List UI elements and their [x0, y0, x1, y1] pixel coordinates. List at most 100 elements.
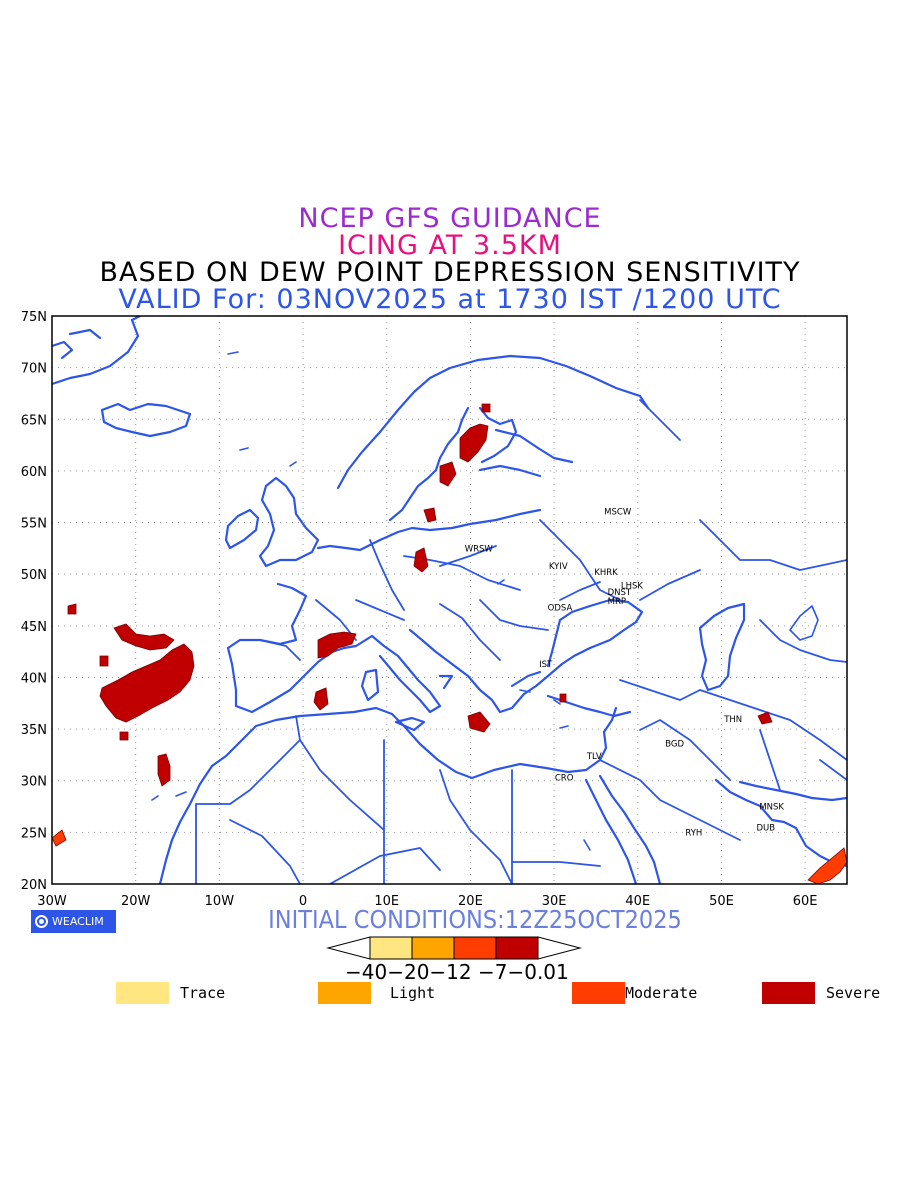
lat-tick-label: 40N — [21, 671, 47, 686]
levant-coast — [602, 706, 618, 734]
ireland-coast — [224, 508, 260, 550]
icing-severe-small-5 — [559, 693, 567, 703]
sicily-coast — [394, 716, 426, 732]
weaclim-logo-icon — [35, 915, 48, 928]
city-label-thn: THN — [723, 715, 742, 725]
lat-tick-label: 60N — [21, 465, 47, 480]
icing-severe-iran — [757, 711, 773, 725]
city-label-cro: CRO — [555, 774, 574, 784]
city-label-dnst: DNST — [608, 588, 632, 598]
sardinia-coast — [360, 668, 380, 702]
axis-labels: 30W 20W 10W 0 10E 20E 30E 40E 50E 60E 75N 70N 65N 60N… — [21, 310, 818, 909]
icing-severe-small-1 — [67, 603, 77, 615]
lat-tick-label: 35N — [21, 723, 47, 738]
country-borders — [195, 519, 741, 884]
colorbar-arrow-left — [326, 936, 371, 960]
icing-severe-small-4 — [481, 403, 491, 413]
iran-coast — [738, 780, 847, 802]
weaclim-badge: WEACLIM — [31, 910, 116, 933]
balkan-coast — [408, 628, 550, 714]
city-label-kyiv: KYIV — [549, 562, 568, 572]
lat-tick-label: 25N — [21, 826, 47, 841]
lon-tick-label: 0 — [299, 894, 307, 909]
coastlines-and-borders — [52, 316, 847, 884]
colorbar-swatch-severe — [495, 936, 539, 960]
red-sea-coast — [584, 774, 662, 884]
icing-severe-atlantic — [99, 643, 195, 723]
city-label-mrp: MRP — [608, 597, 626, 607]
lat-tick-label: 55N — [21, 517, 47, 532]
city-label-bgd: BGD — [665, 740, 684, 750]
lat-tick-label: 75N — [21, 310, 47, 325]
italy-coast — [370, 634, 454, 714]
black-sea-coast — [546, 598, 644, 678]
legend-swatch-trace — [116, 982, 169, 1004]
lat-tick-label: 70N — [21, 362, 47, 377]
legend-label-trace: Trace — [180, 984, 226, 1002]
icing-severe-scandinavia — [459, 423, 489, 463]
weaclim-label: WEACLIM — [52, 915, 104, 928]
icing-severe-spain — [313, 687, 329, 711]
icing-moderate-arabian — [807, 847, 847, 884]
icing-severe-atlantic-2 — [113, 623, 175, 651]
colorbar-swatch-moderate — [453, 936, 497, 960]
north-africa-coast — [210, 706, 608, 780]
city-label-lhsk: LHSK — [621, 582, 644, 592]
lat-tick-label: 50N — [21, 568, 47, 583]
city-label-ryh: RYH — [685, 828, 702, 838]
finland-coast — [478, 428, 574, 478]
icing-severe-small-2 — [99, 655, 109, 667]
lon-tick-label: 40E — [625, 894, 650, 909]
city-label-ist: IST — [539, 660, 553, 670]
islands — [151, 351, 819, 851]
lon-tick-label: 20E — [458, 894, 483, 909]
icing-moderate-small — [52, 829, 67, 847]
city-label-dub: DUB — [757, 823, 776, 833]
lon-tick-label: 20W — [121, 894, 151, 909]
icing-severe-scandinavia-2 — [439, 461, 457, 487]
lon-tick-label: 30W — [37, 894, 67, 909]
lat-tick-label: 20N — [21, 878, 47, 893]
city-label-tlv: TLV — [586, 752, 602, 762]
icing-severe-crete — [467, 711, 491, 733]
title-line-2: ICING AT 3.5KM — [338, 230, 562, 261]
city-label-mnsk: MNSK — [759, 803, 784, 813]
icing-severe-small-3 — [119, 731, 129, 741]
colorbar-swatch-trace — [369, 936, 413, 960]
icing-severe-baltic — [423, 507, 437, 523]
scandinavia-coast — [336, 354, 650, 522]
legend-label-severe: Severe — [826, 984, 881, 1002]
title-line-3: BASED ON DEW POINT DEPRESSION SENSITIVIT… — [99, 257, 801, 288]
icing-areas — [52, 403, 847, 884]
great-britain-coast — [258, 476, 320, 568]
map-background — [52, 316, 847, 884]
colorbar-arrow-right — [537, 936, 582, 960]
caspian-sea-coast — [698, 602, 746, 692]
map-frame — [51, 315, 848, 885]
legend-label-light: Light — [390, 984, 436, 1002]
legend-swatch-moderate — [572, 982, 625, 1004]
colorbar — [326, 936, 582, 960]
city-label-wrsw: WRSW — [465, 544, 494, 554]
legend-swatch-severe — [762, 982, 815, 1004]
lat-tick-label: 65N — [21, 413, 47, 428]
lon-tick-label: 60E — [793, 894, 818, 909]
east-borders — [639, 399, 847, 791]
legend-swatch-light — [318, 982, 371, 1004]
colorbar-tick-labels: −40−20−12 −7−0.01 — [345, 960, 569, 984]
lat-tick-label: 45N — [21, 620, 47, 635]
city-label-khrk: KHRK — [594, 568, 618, 578]
lon-tick-label: 10E — [374, 894, 399, 909]
title-line-1: NCEP GFS GUIDANCE — [298, 203, 602, 234]
lat-tick-label: 30N — [21, 775, 47, 790]
map-grid — [52, 316, 847, 884]
west-africa-coast — [158, 764, 214, 884]
lon-tick-label: 50E — [709, 894, 734, 909]
lon-tick-label: 30E — [542, 894, 567, 909]
city-label-mscw: MSCW — [604, 507, 632, 517]
title-valid-time: VALID For: 03NOV2025 at 1730 IST /1200 U… — [118, 284, 782, 315]
initial-conditions: INITIAL CONDITIONS:12Z25OCT2025 — [268, 905, 682, 934]
iceland-coast — [100, 402, 192, 438]
